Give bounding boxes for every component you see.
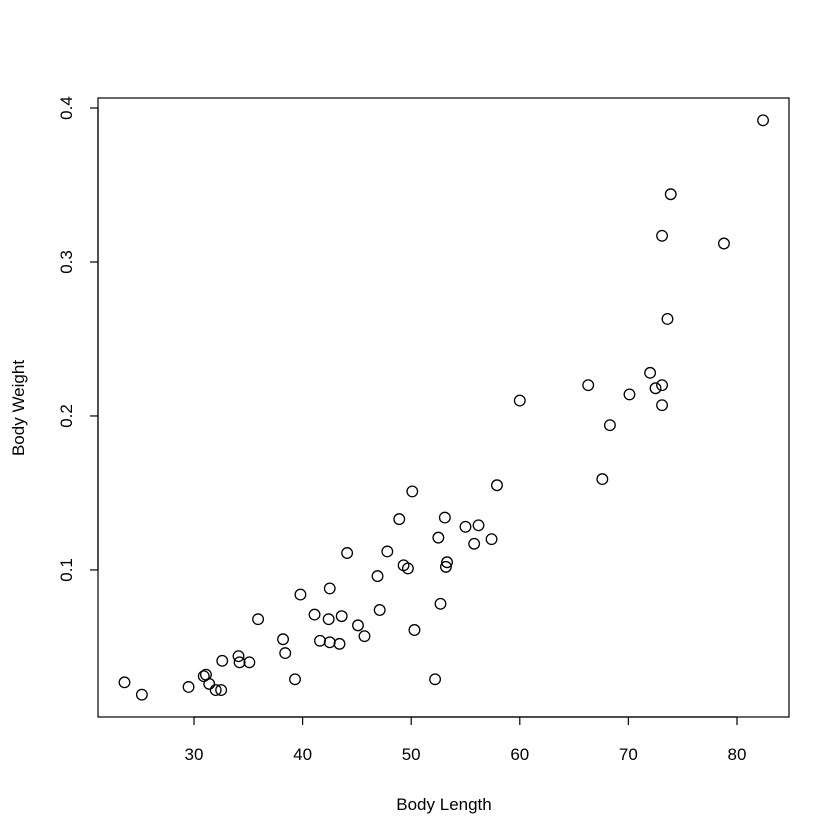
point (623, 388, 636, 401)
point (252, 613, 265, 626)
point (341, 547, 354, 559)
point (182, 681, 195, 693)
point (308, 608, 321, 621)
point (333, 637, 346, 650)
plot-frame (97, 97, 790, 718)
point (757, 114, 769, 127)
point (644, 366, 657, 379)
x-tick-label: 40 (293, 745, 312, 764)
point (491, 479, 503, 492)
point (118, 676, 131, 689)
y-tick-label: 0.1 (57, 558, 76, 582)
point (439, 560, 452, 573)
point (656, 379, 669, 392)
point (429, 673, 442, 686)
point (459, 520, 472, 533)
point (656, 229, 669, 242)
point (513, 394, 526, 407)
point (203, 677, 216, 690)
point (243, 656, 256, 669)
point (656, 399, 669, 412)
point (373, 604, 386, 616)
y-tick-label: 0.4 (57, 96, 76, 120)
point (664, 188, 677, 201)
point (472, 519, 485, 532)
point (279, 647, 292, 660)
point (485, 533, 498, 546)
point (322, 613, 335, 626)
point (358, 630, 371, 643)
point (603, 419, 616, 432)
point (215, 684, 228, 697)
point (371, 570, 384, 583)
point (232, 650, 245, 663)
point (323, 636, 336, 649)
x-axis-label: Body Length (396, 795, 491, 814)
point (408, 624, 421, 636)
point (352, 619, 364, 632)
point (289, 673, 301, 686)
point (294, 588, 307, 601)
point (718, 237, 730, 250)
point (649, 382, 662, 395)
point (323, 582, 336, 595)
y-axis-label: Body Weight (9, 360, 28, 456)
point (381, 545, 394, 558)
point (661, 313, 674, 325)
point (335, 610, 348, 623)
x-tick-label: 50 (402, 745, 421, 764)
point (233, 656, 246, 669)
point (432, 531, 445, 544)
y-tick-label: 0.3 (57, 250, 76, 274)
point (209, 684, 222, 697)
point (441, 556, 453, 569)
point (314, 634, 326, 647)
x-tick-label: 60 (510, 745, 529, 764)
point (135, 688, 148, 701)
point (393, 513, 406, 526)
y-tick-label: 0.2 (57, 404, 76, 428)
point (406, 485, 419, 498)
x-tick-label: 30 (185, 745, 204, 764)
point (596, 473, 609, 486)
point (468, 537, 481, 550)
point (216, 654, 229, 667)
point (277, 633, 289, 646)
point (434, 597, 447, 610)
point (438, 511, 451, 524)
x-tick-label: 80 (728, 745, 747, 764)
point (582, 379, 595, 392)
x-tick-label: 70 (619, 745, 638, 764)
point (401, 562, 414, 575)
